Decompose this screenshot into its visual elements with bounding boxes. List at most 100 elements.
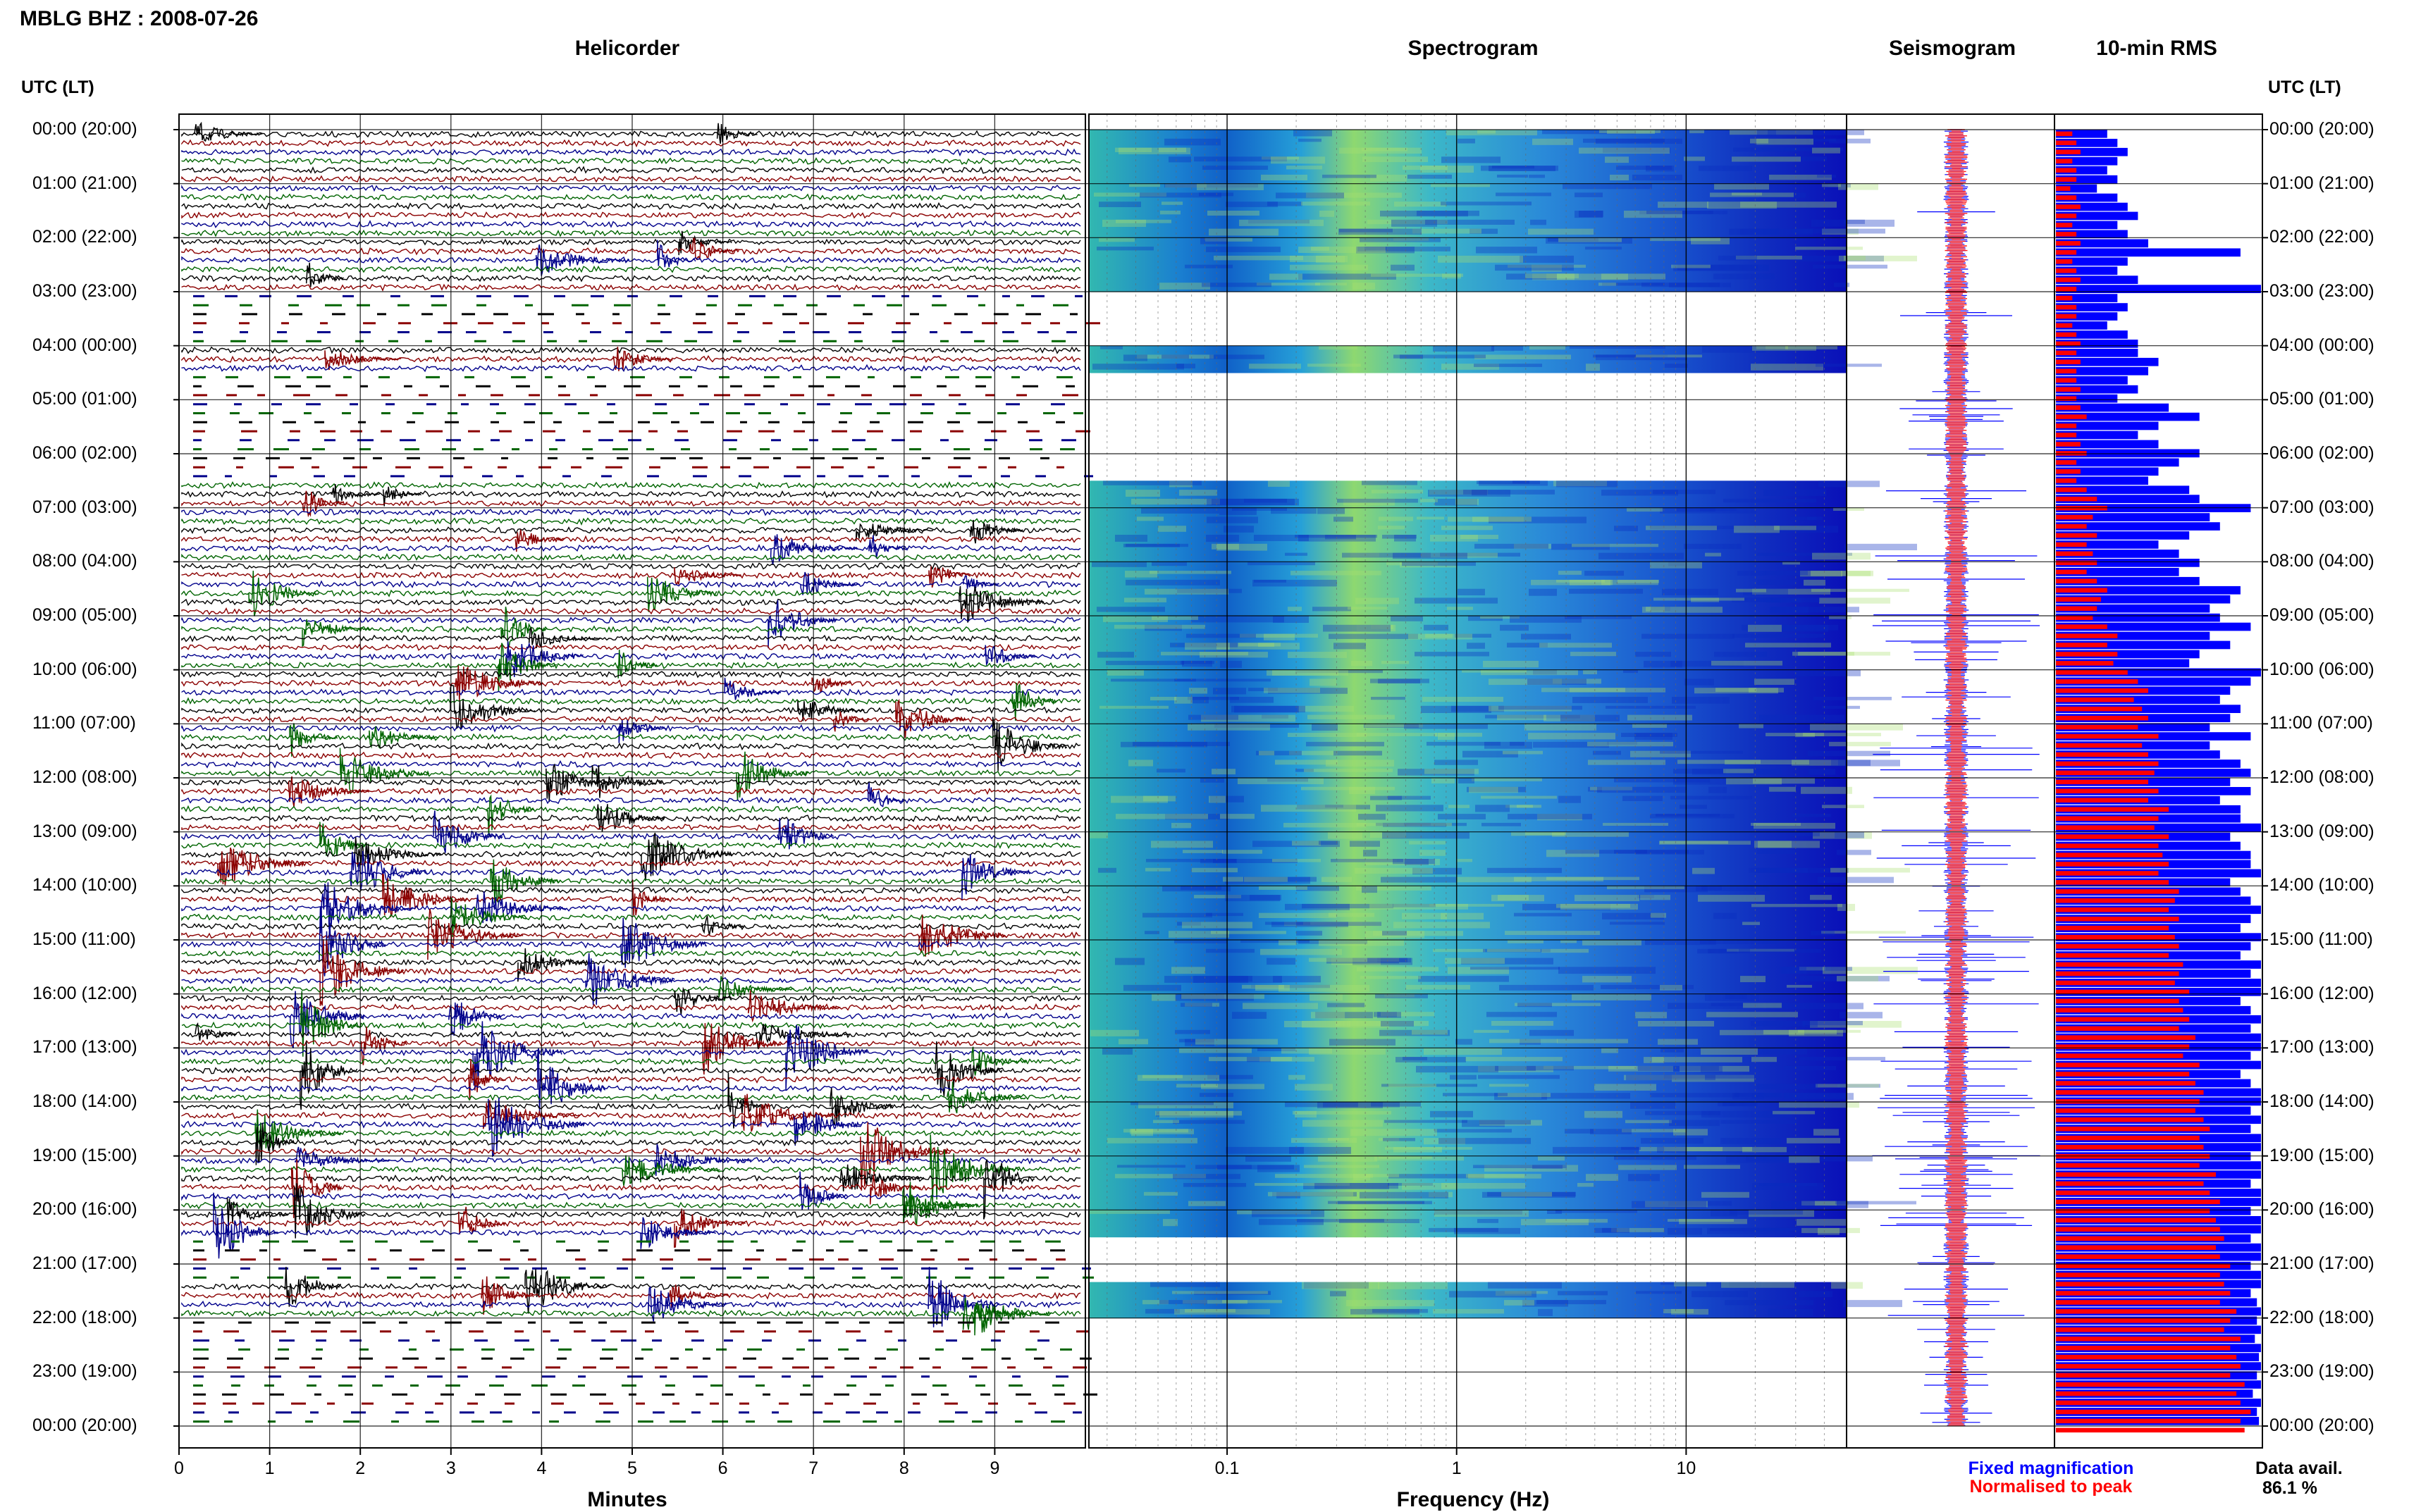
spectrogram-texture (1739, 948, 1821, 953)
spectrogram-texture (1758, 156, 1827, 161)
helicorder-event (339, 748, 430, 795)
spectrogram-texture (1749, 1210, 1814, 1217)
spectrogram-texture (1474, 354, 1571, 359)
spectrogram-texture (1565, 850, 1647, 854)
spectrogram-texture (1560, 714, 1620, 721)
helicorder-event (674, 986, 732, 1015)
spectrogram-texture (1371, 624, 1393, 629)
spectrogram-texture (1357, 733, 1437, 736)
spectrogram-texture (1824, 967, 1852, 971)
helicorder-trace (181, 202, 1081, 210)
rms-normalised-bar (2056, 825, 2155, 830)
helicorder-event (585, 953, 675, 1005)
rms-normalised-bar (2056, 971, 2179, 977)
spectrogram-texture (1701, 886, 1722, 891)
spectrogram-texture (1356, 886, 1431, 891)
spectrogram-texture (1276, 192, 1344, 199)
spectrogram-texture (1331, 859, 1403, 862)
spectrogram-texture (1251, 984, 1330, 989)
helicorder-trace (181, 634, 1081, 643)
spectrogram-texture (1386, 562, 1423, 566)
spectrogram-row (1089, 678, 1847, 688)
spectrogram-texture (1510, 741, 1524, 746)
rms-normalised-bar (2056, 925, 2169, 931)
spectrogram-texture (1468, 1174, 1541, 1179)
spectrogram-texture (1220, 814, 1255, 819)
spectrogram-texture (1610, 174, 1629, 180)
spectrogram-row (1089, 831, 1847, 841)
spectrogram-texture (1092, 364, 1184, 370)
spectrogram-texture (1475, 805, 1510, 812)
spectrogram-row (1089, 714, 1847, 724)
rms-normalised-bar (2056, 679, 2138, 684)
spectrogram-texture (1185, 643, 1230, 650)
spectrogram-texture (1323, 1102, 1400, 1108)
spectrogram-texture (1179, 1039, 1214, 1043)
spectrogram-texture (1596, 138, 1682, 144)
spectrogram-texture (1491, 345, 1523, 351)
helicorder-event (290, 1159, 342, 1218)
spectrogram-texture (1544, 1065, 1637, 1070)
rms-fixed-bar (2056, 613, 2220, 622)
spectrogram-row (1089, 859, 1847, 869)
spectrogram-texture (1577, 1183, 1594, 1187)
rms-normalised-bar (2056, 368, 2077, 373)
spectrogram-texture (1355, 597, 1399, 605)
helicorder-trace (181, 544, 1081, 552)
spectrogram-texture (1393, 922, 1490, 929)
spectrogram-texture (1511, 831, 1565, 836)
spectrogram-texture (1433, 345, 1494, 352)
spectrogram-texture (1293, 130, 1332, 137)
spectrogram-texture (1301, 786, 1395, 791)
hour-label-right: 00:00 (20:00) (2269, 1415, 2374, 1435)
spectrogram-row (1089, 1291, 1847, 1301)
rms-normalised-bar (2056, 423, 2077, 428)
spectrogram-texture (1372, 490, 1423, 494)
spectrogram-texture (1644, 1057, 1664, 1063)
spectrogram-texture (1115, 535, 1147, 542)
spectrogram-row (1089, 166, 1847, 175)
spectrogram-texture (1121, 741, 1207, 748)
spectrogram-texture (1244, 876, 1317, 882)
helicorder-event (777, 817, 834, 850)
spectrogram-row (1089, 490, 1847, 500)
spectrogram-row (1089, 219, 1847, 230)
spectrogram-texture (1732, 192, 1762, 196)
spectrogram-texture (1710, 192, 1794, 197)
rms-normalised-bar (2056, 1081, 2195, 1086)
spectrogram-texture (1579, 147, 1670, 154)
rms-normalised-bar (2056, 469, 2081, 474)
spectrogram-texture (1637, 895, 1654, 898)
panel-frame (2054, 113, 2263, 1449)
spectrogram-texture (1366, 1174, 1399, 1177)
spectrogram-texture (1371, 1102, 1421, 1107)
helicorder-trace (181, 247, 1080, 256)
spectrogram-texture (1217, 1165, 1294, 1170)
spectrogram-texture (1295, 669, 1383, 674)
rms-fixed-bar (2056, 349, 2138, 357)
spectrogram-texture (1474, 1029, 1509, 1033)
rms-normalised-bar (2056, 1346, 2231, 1351)
spectrogram-texture (1504, 1300, 1534, 1306)
spectrogram-texture (1632, 174, 1682, 180)
spectrogram-texture (1624, 1074, 1705, 1081)
spectrogram-texture (1202, 283, 1271, 287)
helicorder-event (320, 882, 413, 934)
spectrogram-texture (1372, 1308, 1428, 1313)
spectrogram-texture (1100, 345, 1123, 349)
spectrogram-texture (1656, 814, 1720, 817)
spectrogram-texture (1206, 948, 1255, 953)
spectrogram-texture (1259, 1219, 1324, 1225)
rms-fixed-bar (2056, 513, 2210, 521)
spectrogram-texture (1159, 147, 1186, 153)
spectrogram-texture (1284, 1021, 1350, 1027)
spectrogram-texture (1489, 1039, 1558, 1043)
spectrogram-texture (1314, 1183, 1398, 1189)
helicorder-event (797, 700, 865, 721)
helicorder-trace (181, 643, 1081, 651)
spectrogram-texture (1433, 1308, 1504, 1314)
spectrogram-texture (1296, 886, 1339, 891)
helicorder-event (536, 1052, 606, 1115)
spectrogram-texture (1138, 1102, 1233, 1109)
spectrogram-texture (1626, 1074, 1715, 1081)
